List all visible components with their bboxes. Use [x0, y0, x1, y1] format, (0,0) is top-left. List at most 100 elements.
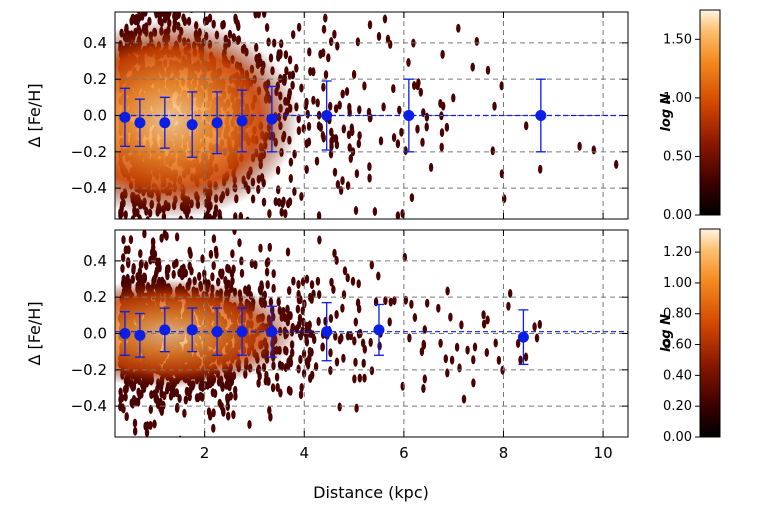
- density-mark: [341, 124, 346, 134]
- y-tick-label: 0.4: [83, 34, 107, 52]
- y-tick-label: 0.4: [83, 252, 107, 270]
- density-mark: [294, 63, 299, 73]
- data-point: [134, 117, 146, 129]
- density-mark: [340, 176, 345, 186]
- density-mark: [376, 31, 382, 41]
- density-mark: [456, 23, 461, 33]
- density-mark: [341, 353, 346, 363]
- density-mark: [174, 403, 180, 413]
- density-mark: [331, 285, 336, 294]
- density-mark: [177, 394, 182, 403]
- density-mark: [424, 112, 430, 122]
- density-mark: [407, 333, 412, 343]
- density-mark: [301, 368, 307, 378]
- density-mark: [534, 333, 540, 343]
- density-mark: [481, 310, 486, 320]
- density-mark: [344, 87, 350, 96]
- y-tick-label: −0.4: [71, 179, 107, 197]
- data-point: [211, 326, 223, 338]
- density-mark: [328, 149, 334, 159]
- density-mark: [128, 235, 134, 245]
- x-tick-label: 8: [499, 444, 509, 462]
- density-mark: [230, 0, 234, 4]
- density-mark: [334, 310, 339, 319]
- density-mark: [356, 139, 361, 149]
- density-mark: [443, 354, 448, 364]
- density-mark: [278, 388, 283, 398]
- density-mark: [121, 274, 126, 284]
- density-mark: [237, 238, 242, 248]
- density-mark: [182, 408, 187, 418]
- x-tick-label: 10: [594, 444, 613, 462]
- density-mark: [285, 247, 291, 257]
- density-mark: [305, 109, 310, 119]
- density-mark: [523, 352, 529, 362]
- density-mark: [307, 47, 312, 57]
- density-mark: [207, 213, 213, 219]
- density-mark: [301, 123, 306, 133]
- density-mark: [388, 297, 393, 307]
- density-mark: [290, 70, 296, 80]
- density-mark: [351, 69, 357, 79]
- density-mark: [273, 197, 278, 207]
- density-mark: [376, 271, 381, 281]
- density-mark: [267, 209, 272, 219]
- density-mark: [232, 230, 237, 235]
- density-mark: [229, 269, 235, 278]
- density-mark: [143, 3, 147, 12]
- density-mark: [448, 312, 453, 322]
- density-mark: [162, 391, 167, 401]
- density-mark: [532, 322, 537, 332]
- density-mark: [332, 167, 338, 177]
- density-mark: [337, 100, 342, 110]
- density-mark: [321, 48, 326, 58]
- density-mark: [196, 222, 200, 231]
- density-mark: [356, 329, 362, 339]
- density-mark: [298, 390, 304, 400]
- density-mark: [132, 221, 136, 230]
- density-mark: [150, 237, 156, 247]
- density-mark: [274, 372, 280, 382]
- density-mark: [283, 209, 288, 219]
- density-mark: [362, 81, 367, 91]
- density-mark: [210, 272, 215, 282]
- density-mark: [154, 257, 160, 267]
- density-mark: [135, 397, 141, 407]
- density-mark: [144, 428, 150, 437]
- density-mark: [333, 331, 338, 341]
- density-mark: [445, 368, 450, 378]
- density-mark: [253, 260, 258, 270]
- density-mark: [144, 2, 148, 11]
- density-mark: [286, 385, 292, 395]
- density-mark: [362, 344, 367, 354]
- density-mark: [267, 242, 272, 252]
- data-point: [134, 329, 146, 341]
- density-mark: [225, 395, 230, 405]
- density-mark: [515, 338, 521, 348]
- density-mark: [202, 269, 207, 279]
- density-mark: [142, 230, 147, 239]
- density-mark: [367, 162, 372, 172]
- y-tick-label: −0.4: [71, 397, 107, 415]
- density-mark: [493, 338, 498, 348]
- density-mark: [149, 390, 154, 400]
- density-mark: [318, 122, 323, 132]
- density-mark: [347, 107, 352, 117]
- density-mark: [287, 55, 293, 65]
- data-point: [119, 328, 131, 339]
- density-mark: [298, 295, 303, 305]
- density-mark: [233, 13, 238, 23]
- density-mark: [361, 358, 366, 368]
- density-mark: [350, 276, 356, 286]
- density-mark: [350, 127, 355, 137]
- density-mark: [226, 411, 231, 421]
- density-mark: [316, 211, 322, 219]
- density-mark: [471, 378, 476, 388]
- data-point: [321, 110, 333, 121]
- density-mark: [266, 376, 271, 386]
- density-mark: [207, 13, 213, 23]
- colorbar-tick-label: 1.00: [663, 91, 692, 106]
- density-mark: [154, 12, 159, 19]
- density-mark: [342, 266, 348, 276]
- density-mark: [485, 65, 491, 75]
